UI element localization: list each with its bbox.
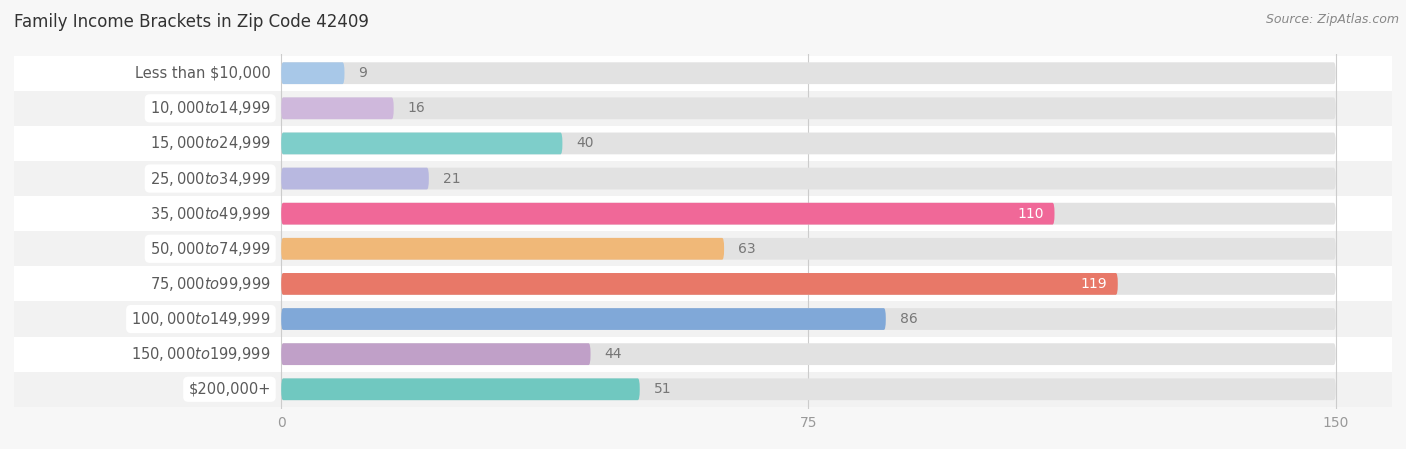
FancyBboxPatch shape (281, 238, 1336, 260)
Text: Source: ZipAtlas.com: Source: ZipAtlas.com (1265, 13, 1399, 26)
Text: $200,000+: $200,000+ (188, 382, 270, 397)
FancyBboxPatch shape (281, 167, 1336, 189)
Text: $75,000 to $99,999: $75,000 to $99,999 (150, 275, 270, 293)
FancyBboxPatch shape (14, 161, 1392, 196)
FancyBboxPatch shape (281, 308, 886, 330)
Text: 40: 40 (576, 136, 593, 150)
FancyBboxPatch shape (281, 308, 1336, 330)
Text: Family Income Brackets in Zip Code 42409: Family Income Brackets in Zip Code 42409 (14, 13, 368, 31)
Text: 21: 21 (443, 172, 461, 185)
FancyBboxPatch shape (281, 132, 562, 154)
FancyBboxPatch shape (281, 343, 591, 365)
FancyBboxPatch shape (281, 203, 1336, 224)
Text: $15,000 to $24,999: $15,000 to $24,999 (150, 134, 270, 152)
FancyBboxPatch shape (281, 62, 344, 84)
FancyBboxPatch shape (14, 301, 1392, 337)
Text: $25,000 to $34,999: $25,000 to $34,999 (150, 170, 270, 188)
FancyBboxPatch shape (281, 379, 640, 400)
Text: 16: 16 (408, 101, 426, 115)
Text: $35,000 to $49,999: $35,000 to $49,999 (150, 205, 270, 223)
FancyBboxPatch shape (14, 231, 1392, 266)
FancyBboxPatch shape (281, 167, 429, 189)
FancyBboxPatch shape (281, 273, 1336, 295)
FancyBboxPatch shape (14, 126, 1392, 161)
FancyBboxPatch shape (14, 372, 1392, 407)
FancyBboxPatch shape (281, 273, 1118, 295)
Text: 63: 63 (738, 242, 756, 256)
FancyBboxPatch shape (14, 266, 1392, 301)
FancyBboxPatch shape (281, 203, 1054, 224)
Text: $100,000 to $149,999: $100,000 to $149,999 (131, 310, 270, 328)
Text: Less than $10,000: Less than $10,000 (135, 66, 270, 81)
FancyBboxPatch shape (281, 97, 394, 119)
FancyBboxPatch shape (14, 196, 1392, 231)
Text: 9: 9 (359, 66, 367, 80)
Text: $50,000 to $74,999: $50,000 to $74,999 (150, 240, 270, 258)
FancyBboxPatch shape (281, 97, 1336, 119)
Text: 119: 119 (1081, 277, 1108, 291)
Text: 44: 44 (605, 347, 621, 361)
FancyBboxPatch shape (281, 343, 1336, 365)
FancyBboxPatch shape (281, 132, 1336, 154)
FancyBboxPatch shape (281, 62, 1336, 84)
FancyBboxPatch shape (14, 337, 1392, 372)
Text: $10,000 to $14,999: $10,000 to $14,999 (150, 99, 270, 117)
Text: $150,000 to $199,999: $150,000 to $199,999 (131, 345, 270, 363)
FancyBboxPatch shape (281, 379, 1336, 400)
Text: 51: 51 (654, 382, 672, 396)
Text: 86: 86 (900, 312, 918, 326)
FancyBboxPatch shape (14, 91, 1392, 126)
FancyBboxPatch shape (14, 56, 1392, 91)
FancyBboxPatch shape (281, 238, 724, 260)
Text: 110: 110 (1018, 207, 1043, 220)
